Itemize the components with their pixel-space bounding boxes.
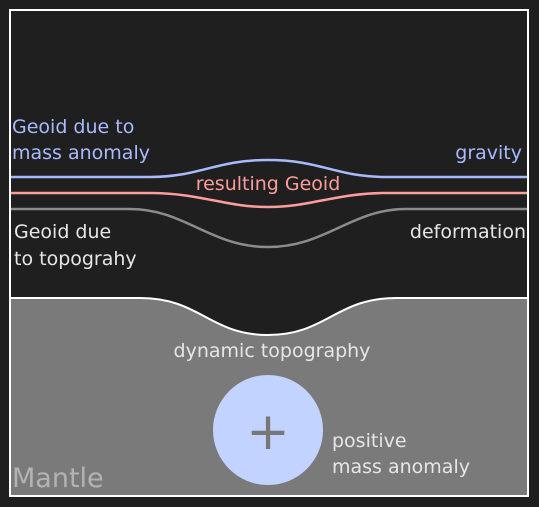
label-geoid-mass-line1: Geoid due to	[12, 116, 134, 138]
label-mantle: Mantle	[12, 463, 104, 494]
geoid-topography-line	[10, 207, 528, 249]
label-gravity: gravity	[455, 142, 522, 164]
label-positive-line1: positive	[332, 430, 407, 452]
dynamic-topography-line	[10, 297, 528, 337]
label-geoid-topo-line1: Geoid due	[14, 221, 111, 243]
label-resulting-geoid: resulting Geoid	[196, 173, 341, 195]
diagram-frame	[9, 9, 529, 497]
geoid-mass-anomaly-line	[10, 158, 528, 179]
mass-anomaly-circle	[213, 375, 323, 485]
label-positive-line2: mass anomaly	[332, 456, 470, 478]
label-geoid-topo-line2: to topograhy	[14, 248, 137, 270]
label-dynamic-topography: dynamic topography	[174, 340, 371, 362]
resulting-geoid-line	[10, 191, 528, 209]
plus-icon: +	[246, 402, 290, 462]
label-deformation: deformation	[410, 221, 526, 243]
label-geoid-mass-line2: mass anomaly	[12, 142, 150, 164]
